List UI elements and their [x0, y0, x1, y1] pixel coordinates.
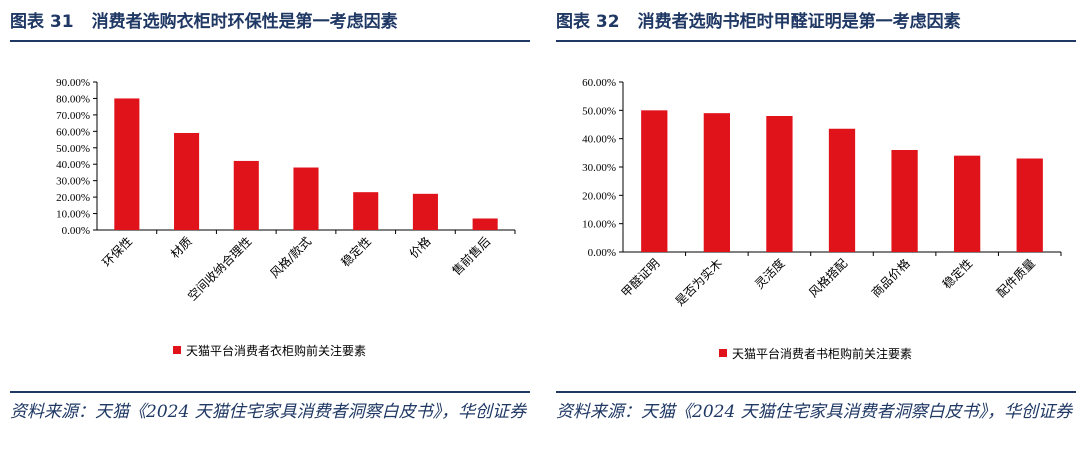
legend-swatch	[719, 349, 727, 357]
x-tick-label: 风格搭配	[806, 256, 851, 301]
figure-32: 图表 32 消费者选购书柜时甲醛证明是第一考虑因素 0.00% 10.00% 20.0…	[556, 0, 1076, 466]
x-tick-label: 风格/款式	[267, 234, 314, 281]
x-tick-label: 配件质量	[994, 256, 1038, 300]
bar	[174, 132, 200, 230]
figure-31: 图表 31 消费者选购衣柜时环保性是第一考虑因素 0.00% 10.00% 20.00…	[10, 0, 530, 466]
x-tick-label: 稳定性	[939, 256, 975, 292]
x-tick-label: 材质	[168, 234, 195, 261]
bar-chart: 0.00% 10.00% 20.00% 30.00% 40.00% 50.00% 60.00…	[10, 50, 530, 380]
bar	[412, 193, 438, 230]
bar	[472, 218, 498, 230]
y-tick-label: 60.00%	[582, 77, 616, 89]
x-tick-label: 价格	[406, 234, 434, 262]
bar	[828, 128, 856, 252]
bar	[233, 160, 259, 230]
y-tick-label: 70.00%	[56, 110, 90, 122]
y-tick-label: 40.00%	[582, 134, 616, 146]
bar	[114, 98, 140, 230]
x-tick-label: 空间收纳合理性	[184, 234, 254, 304]
bar	[293, 167, 319, 230]
figure-caption: 消费者选购书柜时甲醛证明是第一考虑因素	[637, 12, 961, 32]
bar	[766, 116, 793, 252]
y-tick-label: 0.00%	[588, 247, 616, 259]
y-tick-label: 10.00%	[582, 219, 616, 231]
y-tick-label: 30.00%	[56, 176, 90, 188]
x-tick-label: 环保性	[100, 234, 135, 269]
bar-chart: 0.00% 10.00% 20.00% 30.00% 40.00% 50.00% 60.00…	[556, 50, 1076, 380]
chart-svg: 0.00% 10.00% 20.00% 30.00% 40.00% 50.00% 60.00…	[582, 77, 1062, 361]
source-note: 资料来源：天猫《2024 天猫住宅家具消费者洞察白皮书》，华创证券	[10, 402, 527, 422]
x-tick-label: 售前售后	[449, 234, 494, 279]
figure-caption: 消费者选购衣柜时环保性是第一考虑因素	[91, 12, 398, 32]
y-tick-label: 50.00%	[56, 143, 90, 155]
y-tick-label: 90.00%	[56, 77, 90, 89]
figure-label: 图表 31	[10, 12, 74, 32]
x-tick-label: 稳定性	[338, 234, 374, 270]
y-tick-label: 80.00%	[56, 93, 90, 105]
y-tick-label: 20.00%	[56, 192, 90, 204]
x-tick-label: 灵活度	[751, 256, 787, 292]
title-rule	[556, 40, 1076, 42]
chart-svg: 0.00% 10.00% 20.00% 30.00% 40.00% 50.00% 60.00…	[56, 77, 516, 358]
bar	[954, 155, 981, 252]
y-tick-label: 10.00%	[56, 209, 90, 221]
x-tick-label: 商品价格	[868, 256, 913, 301]
figure-title: 图表 32 消费者选购书柜时甲醛证明是第一考虑因素	[556, 7, 1076, 39]
bar	[703, 113, 730, 252]
legend-label: 天猫平台消费者书柜购前关注要素	[732, 346, 912, 361]
source-rule	[10, 391, 530, 393]
title-rule	[10, 40, 530, 42]
bar	[891, 150, 918, 252]
figure-label: 图表 32	[556, 12, 620, 32]
figure-title: 图表 31 消费者选购衣柜时环保性是第一考虑因素	[10, 7, 530, 39]
y-tick-label: 20.00%	[582, 190, 616, 202]
y-tick-label: 40.00%	[56, 159, 90, 171]
legend-swatch	[173, 346, 181, 354]
bar	[353, 192, 379, 230]
source-note: 资料来源：天猫《2024 天猫住宅家具消费者洞察白皮书》，华创证券	[556, 402, 1073, 422]
x-tick-label: 甲醛证明	[618, 256, 663, 301]
y-tick-label: 60.00%	[56, 126, 90, 138]
bar	[641, 110, 668, 252]
y-tick-label: 30.00%	[582, 162, 616, 174]
source-rule	[556, 391, 1076, 393]
y-tick-label: 50.00%	[582, 105, 616, 117]
bar	[1016, 158, 1043, 252]
y-tick-label: 0.00%	[62, 225, 90, 237]
legend-label: 天猫平台消费者衣柜购前关注要素	[186, 343, 366, 358]
x-tick-label: 是否为实木	[672, 256, 725, 309]
